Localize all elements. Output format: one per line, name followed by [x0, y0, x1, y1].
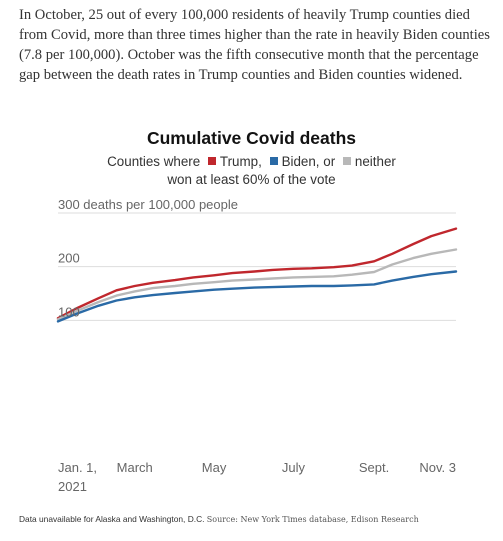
- legend-row-2: won at least 60% of the vote: [167, 172, 336, 187]
- footnote-note: Data unavailable for Alaska and Washingt…: [19, 514, 205, 524]
- x-tick-label-2: May: [202, 460, 227, 475]
- legend-label-trump: Trump,: [219, 154, 262, 169]
- series-line-trump: [56, 227, 458, 320]
- intro-paragraph: In October, 25 out of every 100,000 resi…: [19, 7, 490, 83]
- y-tick-label-300: 300 deaths per 100,000 people: [58, 197, 238, 212]
- footnote-source: Source: New York Times database, Edison …: [206, 515, 419, 524]
- series-line-neither: [56, 248, 458, 321]
- chart-title: Cumulative Covid deaths: [146, 128, 357, 148]
- series-layer: [56, 227, 458, 323]
- x-tick-label-3: July: [282, 460, 306, 475]
- x-tick-label-1: March: [117, 460, 153, 475]
- legend-swatch-trump: [207, 157, 216, 165]
- line-chart: 100 200 300 deaths per 100,000 people Jan.…: [56, 197, 458, 494]
- chart-legend: Counties where Trump, Biden, or neither …: [0, 153, 503, 189]
- x-tick-label-4: Sept.: [359, 460, 389, 475]
- x-tick-labels: Jan. 1, 2021 March May July Sept. Nov. 3: [58, 460, 456, 494]
- x-tick-label-0: Jan. 1,: [58, 460, 97, 475]
- y-tick-label-200: 200: [58, 251, 80, 266]
- legend-prefix: Counties where: [107, 154, 201, 169]
- legend-label-biden: Biden, or: [281, 154, 336, 169]
- y-tick-labels: 100 200 300 deaths per 100,000 people: [58, 197, 238, 319]
- x-tick-sublabel-0: 2021: [58, 479, 87, 494]
- x-tick-label-5: Nov. 3: [419, 460, 456, 475]
- y-tick-label-100: 100: [58, 304, 80, 319]
- chart-footnote: Data unavailable for Alaska and Washingt…: [19, 514, 479, 525]
- series-line-biden: [56, 270, 458, 323]
- grid-layer: [58, 212, 456, 321]
- legend-row-1: Counties where Trump, Biden, or neither: [0, 153, 503, 171]
- legend-label-neither: neither: [354, 154, 396, 169]
- legend-swatch-neither: [342, 157, 351, 165]
- legend-swatch-biden: [269, 157, 278, 165]
